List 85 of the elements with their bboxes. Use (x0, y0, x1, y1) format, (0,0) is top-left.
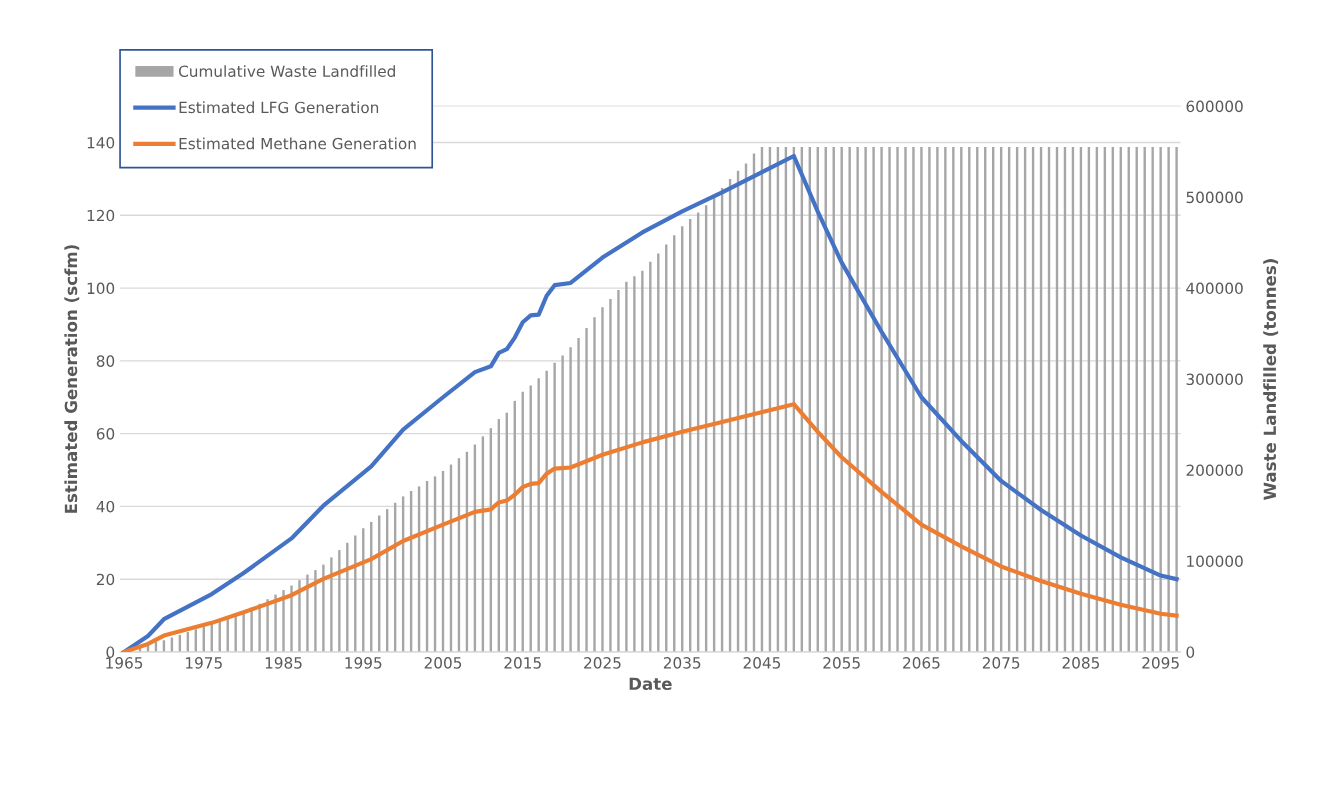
bar (250, 607, 253, 652)
bar (314, 570, 317, 652)
x-tick-label: 1975 (186, 657, 222, 669)
legend-label: Estimated LFG Generation (179, 101, 379, 114)
bar (298, 580, 301, 652)
bar (920, 147, 923, 652)
x-tick-label: 2045 (743, 657, 781, 669)
bar (346, 542, 349, 652)
bar (888, 147, 891, 652)
bar (1159, 147, 1162, 652)
x-tick-label: 1985 (265, 657, 302, 669)
y-tick-label: 80 (96, 355, 115, 367)
y2-axis-title: Waste Landfilled (tonnes) (1263, 259, 1279, 500)
y-tick-label: 0 (106, 646, 115, 658)
y-tick-label: 120 (87, 209, 115, 222)
bar (282, 590, 285, 652)
y-tick-label: 100 (87, 282, 115, 295)
bar (617, 289, 620, 652)
y-axis-title: Estimated Generation (scfm) (64, 245, 80, 513)
bar (545, 370, 548, 652)
x-tick-label: 2085 (1062, 657, 1100, 669)
bar (944, 147, 947, 652)
y2-tick-label: 200000 (1186, 464, 1243, 477)
bar (625, 281, 628, 652)
bar (266, 599, 269, 652)
x-tick-label: 2005 (424, 657, 462, 669)
x-tick-label: 2095 (1142, 657, 1179, 669)
bar (936, 147, 939, 652)
y-tick-label: 140 (87, 136, 115, 149)
line-series (121, 402, 1179, 652)
bar (896, 147, 899, 652)
bar (928, 147, 931, 652)
x-axis-title: Date (629, 677, 672, 691)
bar (585, 328, 588, 652)
bar (904, 147, 907, 652)
x-tick-label: 2025 (584, 657, 621, 669)
bar (1151, 147, 1154, 652)
bar (330, 557, 333, 652)
bar (290, 585, 293, 652)
bar (601, 307, 604, 652)
bar (322, 564, 325, 652)
line-series (121, 153, 1179, 652)
legend-label: Cumulative Waste Landfilled (178, 65, 395, 78)
bar (848, 147, 851, 652)
bar (258, 603, 261, 652)
y2-tick-label: 600000 (1186, 100, 1243, 113)
y-tick-label: 20 (96, 573, 115, 586)
y2-tick-label: 500000 (1186, 191, 1243, 204)
bar (1167, 147, 1170, 652)
bar (537, 378, 540, 652)
x-tick-label: 2065 (903, 657, 940, 669)
x-tick-label: 1965 (106, 657, 143, 669)
bar (561, 355, 564, 652)
bar (274, 594, 277, 652)
bar (306, 574, 309, 652)
bar (338, 550, 341, 652)
bar (569, 347, 572, 652)
bar (1175, 147, 1178, 652)
bar (553, 362, 556, 652)
bar (649, 261, 652, 652)
x-tick-label: 2015 (504, 657, 541, 669)
x-tick-label: 1995 (345, 657, 382, 669)
bar (872, 147, 875, 652)
y2-tick-label: 0 (1186, 646, 1195, 658)
x-tick-label: 2075 (982, 657, 1020, 669)
bar (864, 147, 867, 652)
bar (641, 270, 644, 652)
y-tick-label: 60 (96, 428, 115, 440)
y2-tick-label: 400000 (1186, 282, 1243, 295)
y-tick-label: 40 (96, 500, 115, 513)
y2-tick-label: 100000 (1187, 555, 1243, 568)
legend-label: Estimated Methane Generation (179, 137, 416, 150)
bar (577, 338, 580, 652)
bar (912, 147, 915, 652)
bar (242, 611, 245, 652)
bar (960, 147, 963, 652)
y2-tick-label: 300000 (1186, 373, 1243, 386)
bar (952, 147, 955, 652)
x-tick-label: 2055 (823, 657, 860, 669)
bar (856, 147, 859, 652)
bar (593, 317, 596, 652)
bar (633, 276, 636, 652)
x-tick-label: 2035 (663, 657, 701, 669)
bar (880, 147, 883, 652)
bar (609, 298, 612, 652)
